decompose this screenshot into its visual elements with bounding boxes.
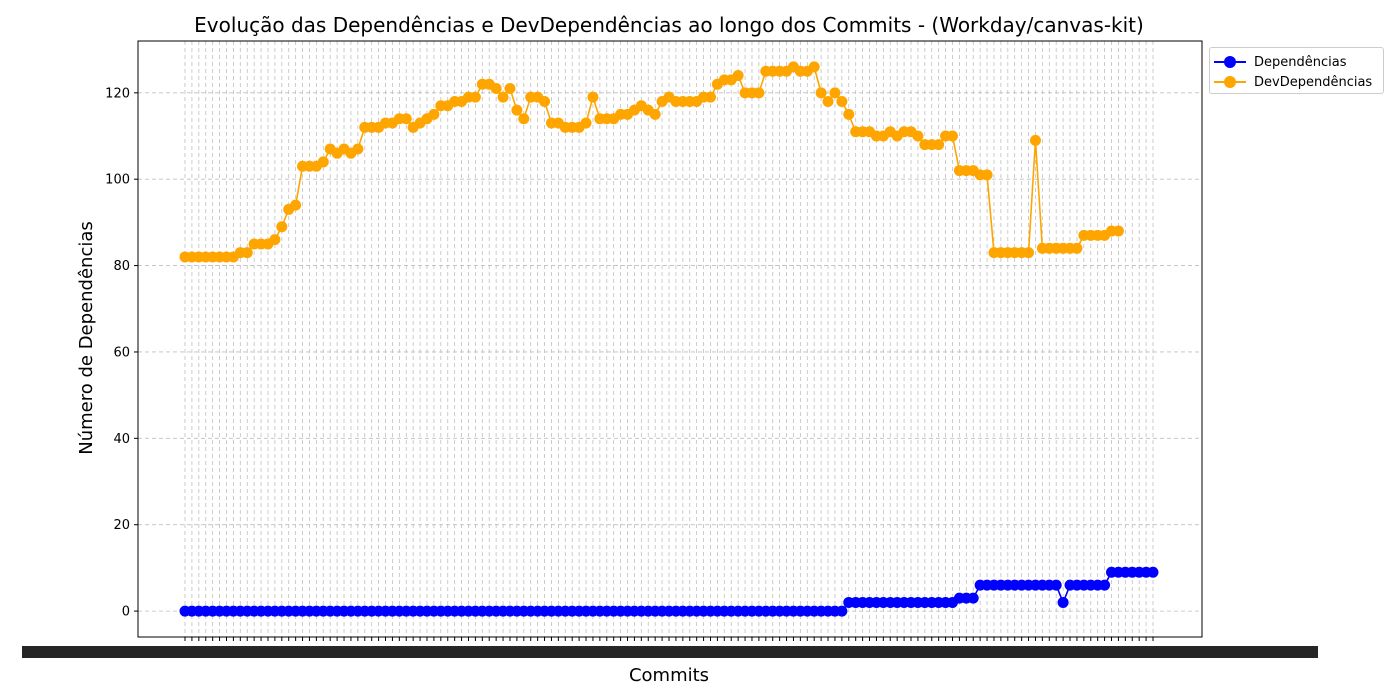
series-dependencias — [179, 566, 1159, 617]
data-point — [933, 139, 945, 151]
data-point — [732, 70, 744, 82]
y-tick-label: 0 — [122, 605, 130, 620]
data-point — [276, 221, 288, 233]
data-point — [469, 91, 481, 103]
data-point — [352, 143, 364, 155]
y-tick-label: 120 — [105, 86, 130, 101]
data-point — [587, 91, 599, 103]
x-axis-label: Commits — [629, 665, 709, 686]
legend-item-devdependencias: DevDependências — [1214, 72, 1372, 92]
data-point — [518, 113, 530, 125]
y-tick-label: 100 — [105, 173, 130, 188]
data-point — [539, 95, 551, 107]
data-point — [490, 83, 502, 95]
chart-title: Evolução das Dependências e DevDependênc… — [194, 13, 1144, 37]
legend-label: DevDependências — [1254, 74, 1373, 90]
data-point — [400, 113, 412, 125]
data-point — [1071, 242, 1083, 254]
x-tick-labels-band — [22, 646, 1318, 658]
data-point — [822, 95, 834, 107]
data-point — [815, 87, 827, 99]
legend-marker-icon — [1214, 52, 1246, 72]
series-line — [185, 571, 1153, 612]
y-axis-label: Número de Dependências — [76, 221, 97, 455]
data-point — [704, 91, 716, 103]
data-point — [1112, 225, 1124, 237]
y-tick-label: 40 — [113, 432, 130, 447]
data-point — [580, 117, 592, 129]
data-point — [808, 61, 820, 73]
data-point — [1023, 247, 1035, 259]
legend-label: Dependências — [1254, 54, 1347, 70]
y-tick-label: 60 — [113, 345, 130, 360]
data-point — [1099, 579, 1111, 591]
data-point — [497, 91, 509, 103]
data-point — [1050, 579, 1062, 591]
data-point — [1029, 134, 1041, 146]
data-point — [829, 87, 841, 99]
data-point — [836, 605, 848, 617]
data-point — [836, 95, 848, 107]
data-point — [1147, 566, 1159, 578]
axes: 0 20 40 60 80 100 120 — [22, 40, 1318, 658]
data-point — [428, 108, 440, 120]
data-point — [511, 104, 523, 116]
legend-marker-icon — [1214, 72, 1246, 92]
data-point — [843, 108, 855, 120]
data-point — [912, 130, 924, 142]
data-point — [290, 199, 302, 211]
data-point — [317, 156, 329, 168]
plot-frame — [137, 40, 1203, 638]
legend: Dependências DevDependências — [1209, 47, 1384, 94]
series-layer — [179, 61, 1159, 617]
data-point — [967, 592, 979, 604]
data-point — [946, 130, 958, 142]
legend-item-dependencias: Dependências — [1214, 52, 1347, 72]
data-point — [504, 83, 516, 95]
data-point — [981, 169, 993, 181]
series-devdependencias — [179, 61, 1124, 263]
data-point — [241, 247, 253, 259]
data-point — [753, 87, 765, 99]
y-tick-label: 80 — [113, 259, 130, 274]
data-point — [649, 108, 661, 120]
gridlines — [138, 41, 1202, 637]
data-point — [269, 234, 281, 246]
data-point — [1057, 596, 1069, 608]
y-tick-label: 20 — [113, 518, 130, 533]
